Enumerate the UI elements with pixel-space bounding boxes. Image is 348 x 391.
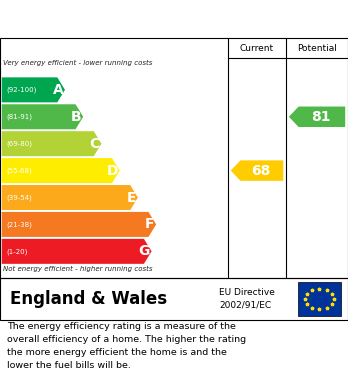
Text: (81-91): (81-91) <box>6 113 32 120</box>
Polygon shape <box>289 106 345 127</box>
Polygon shape <box>2 239 152 264</box>
Text: EU Directive
2002/91/EC: EU Directive 2002/91/EC <box>219 288 275 310</box>
Text: A: A <box>53 83 63 97</box>
Text: Energy Efficiency Rating: Energy Efficiency Rating <box>9 12 230 27</box>
Polygon shape <box>2 77 65 102</box>
Text: B: B <box>71 110 81 124</box>
Text: G: G <box>139 244 150 258</box>
Text: (39-54): (39-54) <box>6 194 32 201</box>
Text: (55-68): (55-68) <box>6 167 32 174</box>
Bar <box>298 282 341 316</box>
Polygon shape <box>2 158 120 183</box>
Text: 81: 81 <box>311 110 330 124</box>
Text: Current: Current <box>240 44 274 53</box>
Text: D: D <box>106 163 118 178</box>
Text: (69-80): (69-80) <box>6 140 32 147</box>
Text: C: C <box>89 137 100 151</box>
Text: (21-38): (21-38) <box>6 221 32 228</box>
Polygon shape <box>2 185 138 210</box>
Text: E: E <box>127 190 136 204</box>
Polygon shape <box>231 160 283 181</box>
Text: F: F <box>145 217 155 231</box>
Polygon shape <box>2 131 101 156</box>
Polygon shape <box>2 104 83 129</box>
Text: Very energy efficient - lower running costs: Very energy efficient - lower running co… <box>3 59 153 66</box>
Text: England & Wales: England & Wales <box>10 290 168 308</box>
Text: (92-100): (92-100) <box>6 87 36 93</box>
Text: Not energy efficient - higher running costs: Not energy efficient - higher running co… <box>3 266 153 272</box>
Text: The energy efficiency rating is a measure of the
overall efficiency of a home. T: The energy efficiency rating is a measur… <box>7 322 246 369</box>
Text: 68: 68 <box>251 163 270 178</box>
Text: (1-20): (1-20) <box>6 248 27 255</box>
Text: Potential: Potential <box>297 44 337 53</box>
Polygon shape <box>2 212 156 237</box>
